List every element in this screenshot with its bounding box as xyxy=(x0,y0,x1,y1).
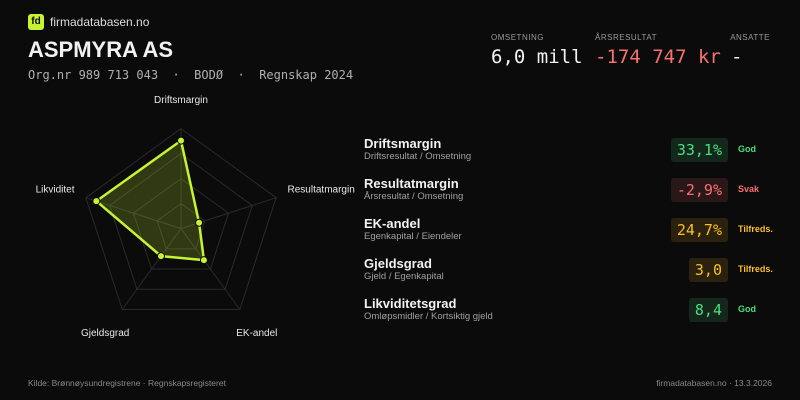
radar-ring xyxy=(85,127,277,311)
radar-ring xyxy=(132,177,230,270)
radar-spoke xyxy=(85,197,182,230)
metric-rating: Tilfreds. xyxy=(738,264,773,274)
metric-name: Likviditetsgrad xyxy=(364,296,457,311)
metric-rating: God xyxy=(738,144,756,154)
metric-value: 8,4 xyxy=(688,298,728,322)
radar-axis-label: Gjeldsgrad xyxy=(81,328,129,339)
radar-point xyxy=(177,136,185,145)
logo: fd xyxy=(28,14,44,30)
metric-formula: Omløpsmidler / Kortsiktig gjeld xyxy=(364,311,493,322)
metric-value: 24,7% xyxy=(670,218,728,242)
metric-name: EK-andel xyxy=(364,216,421,231)
stat-label: OMSETNING xyxy=(491,33,544,42)
radar-chart: Driftsmargin Resultatmargin EK-andel Gjelds… xyxy=(36,95,355,339)
company-title: ASPMYRA AS xyxy=(28,37,174,62)
brand-name: firmadatabasen.no xyxy=(50,15,150,29)
metric-formula: Egenkapital / Eiendeler xyxy=(364,231,462,242)
metric-value: -2,9% xyxy=(670,178,728,202)
metric-name: Resultatmargin xyxy=(364,176,459,191)
stat-label: ANSATTE xyxy=(730,33,770,42)
stat-label: ÅRSRESULTAT xyxy=(595,33,657,42)
metric-formula: Gjeld / Egenkapital xyxy=(364,271,444,282)
stat-value: - xyxy=(731,46,743,68)
radar-spoke xyxy=(180,228,241,310)
metric-name: Gjeldsgrad xyxy=(364,256,432,271)
metric-value: 33,1% xyxy=(670,138,728,162)
radar-point xyxy=(157,252,166,261)
footer-source: Kilde: Brønnøysundregistrene · Regnskaps… xyxy=(28,378,226,388)
radar-axis-label: EK-andel xyxy=(236,328,277,339)
radar-ring xyxy=(109,152,253,290)
radar-point xyxy=(199,256,208,265)
radar-axis-label: Resultatmargin xyxy=(288,184,355,195)
metric-rating: God xyxy=(738,304,756,314)
metric-formula: Årsresultat / Omsetning xyxy=(364,191,464,202)
radar-spoke xyxy=(121,228,182,310)
radar-axis-label: Driftsmargin xyxy=(154,95,208,106)
stat-value: -174 747 kr xyxy=(595,46,721,68)
radar-axis-label: Likviditet xyxy=(36,184,75,195)
metric-rating: Tilfreds. xyxy=(738,224,773,234)
metric-name: Driftsmargin xyxy=(364,136,442,151)
radar-ring xyxy=(156,202,206,250)
radar-area xyxy=(95,139,206,262)
footer-site: firmadatabasen.no · 13.3.2026 xyxy=(656,378,772,388)
metric-rating: Svak xyxy=(738,184,760,194)
company-subtitle: Org.nr 989 713 043 · BODØ · Regnskap 202… xyxy=(28,68,354,82)
radar-point xyxy=(92,197,101,206)
stat-value: 6,0 mill xyxy=(491,46,583,68)
metric-formula: Driftsresultat / Omsetning xyxy=(364,151,472,162)
radar-point xyxy=(195,218,204,227)
metric-value: 3,0 xyxy=(688,258,728,282)
